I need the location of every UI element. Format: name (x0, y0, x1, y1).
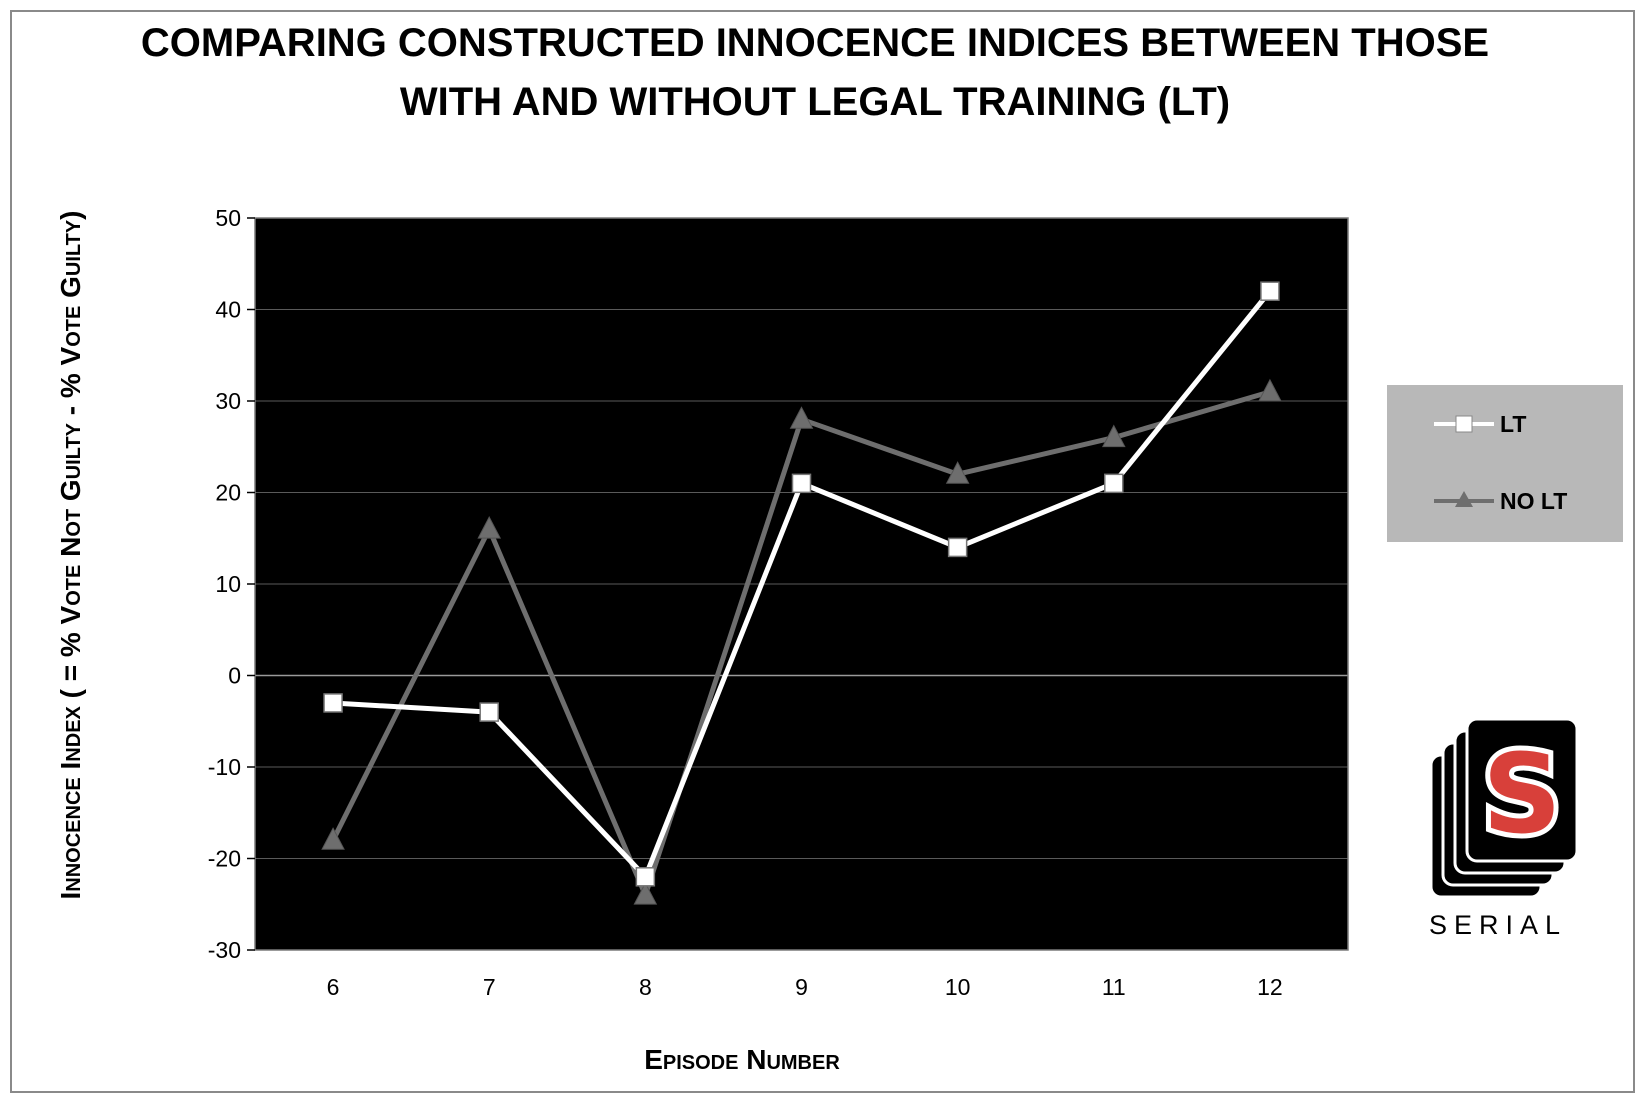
logo-wordmark: SERIAL (1429, 910, 1567, 940)
legend: LT NO LT (1387, 385, 1623, 542)
data-point-square (323, 693, 343, 713)
legend-label-lt: LT (1500, 411, 1526, 437)
x-axis-ticks: 6 7 8 9 10 11 12 (327, 974, 1283, 1000)
data-point-square (635, 867, 656, 887)
data-point-triangle (477, 516, 502, 539)
series-lt (323, 281, 1280, 887)
data-point-square (1260, 281, 1280, 301)
x-tick-label: 12 (1257, 974, 1283, 1000)
legend-label-no-lt: NO LT (1500, 488, 1567, 514)
data-point-triangle (1101, 424, 1126, 448)
y-axis-ticks: 50 40 30 20 10 0 -10 -20 -30 (208, 205, 255, 963)
data-point-triangle (789, 406, 814, 429)
logo-s-outline: S (1482, 730, 1561, 858)
y-tick-label: 0 (228, 663, 241, 689)
y-tick-label: 10 (215, 571, 241, 597)
data-point-triangle (321, 827, 345, 850)
y-tick-label: 40 (215, 297, 241, 323)
serial-logo: S S SERIAL (1429, 717, 1579, 940)
logo-s-letter: S (1482, 730, 1561, 858)
chart-frame (10, 10, 1635, 1093)
data-point-square (791, 473, 812, 494)
y-tick-label: 30 (215, 388, 241, 414)
legend-item-lt: LT (1434, 411, 1526, 437)
chart-title-line-1: COMPARING CONSTRUCTED INNOCENCE INDICES … (141, 21, 1489, 65)
logo-card-1 (1465, 717, 1579, 863)
data-point-triangle (633, 882, 658, 905)
x-tick-label: 10 (945, 974, 971, 1000)
x-tick-label: 9 (795, 974, 808, 1000)
x-tick-label: 6 (327, 974, 340, 1000)
series-no-lt (321, 378, 1282, 905)
legend-marker-triangle (1455, 491, 1473, 507)
legend-box (1387, 385, 1623, 542)
legend-item-no-lt: NO LT (1434, 488, 1567, 514)
y-tick-label: -30 (208, 937, 241, 963)
data-point-square (1104, 473, 1124, 494)
y-axis-title: Innocence Index ( = % Vote Not Guilty - … (55, 211, 86, 900)
y-tick-label: -20 (208, 846, 241, 872)
series-group (321, 281, 1282, 905)
data-point-square (947, 537, 968, 558)
y-tick-label: -10 (208, 754, 241, 780)
data-point-square (479, 702, 499, 722)
x-tick-label: 11 (1102, 974, 1126, 1000)
chart-title-line-2: WITH AND WITHOUT LEGAL TRAINING (LT) (400, 80, 1230, 124)
data-point-triangle (945, 461, 970, 484)
x-tick-label: 7 (483, 974, 496, 1000)
x-tick-label: 8 (639, 974, 652, 1000)
y-tick-label: 20 (215, 480, 241, 506)
legend-marker-square (1455, 415, 1473, 433)
x-axis-title: Episode Number (644, 1044, 840, 1075)
data-point-triangle (1258, 378, 1282, 402)
y-tick-label: 50 (215, 205, 241, 231)
